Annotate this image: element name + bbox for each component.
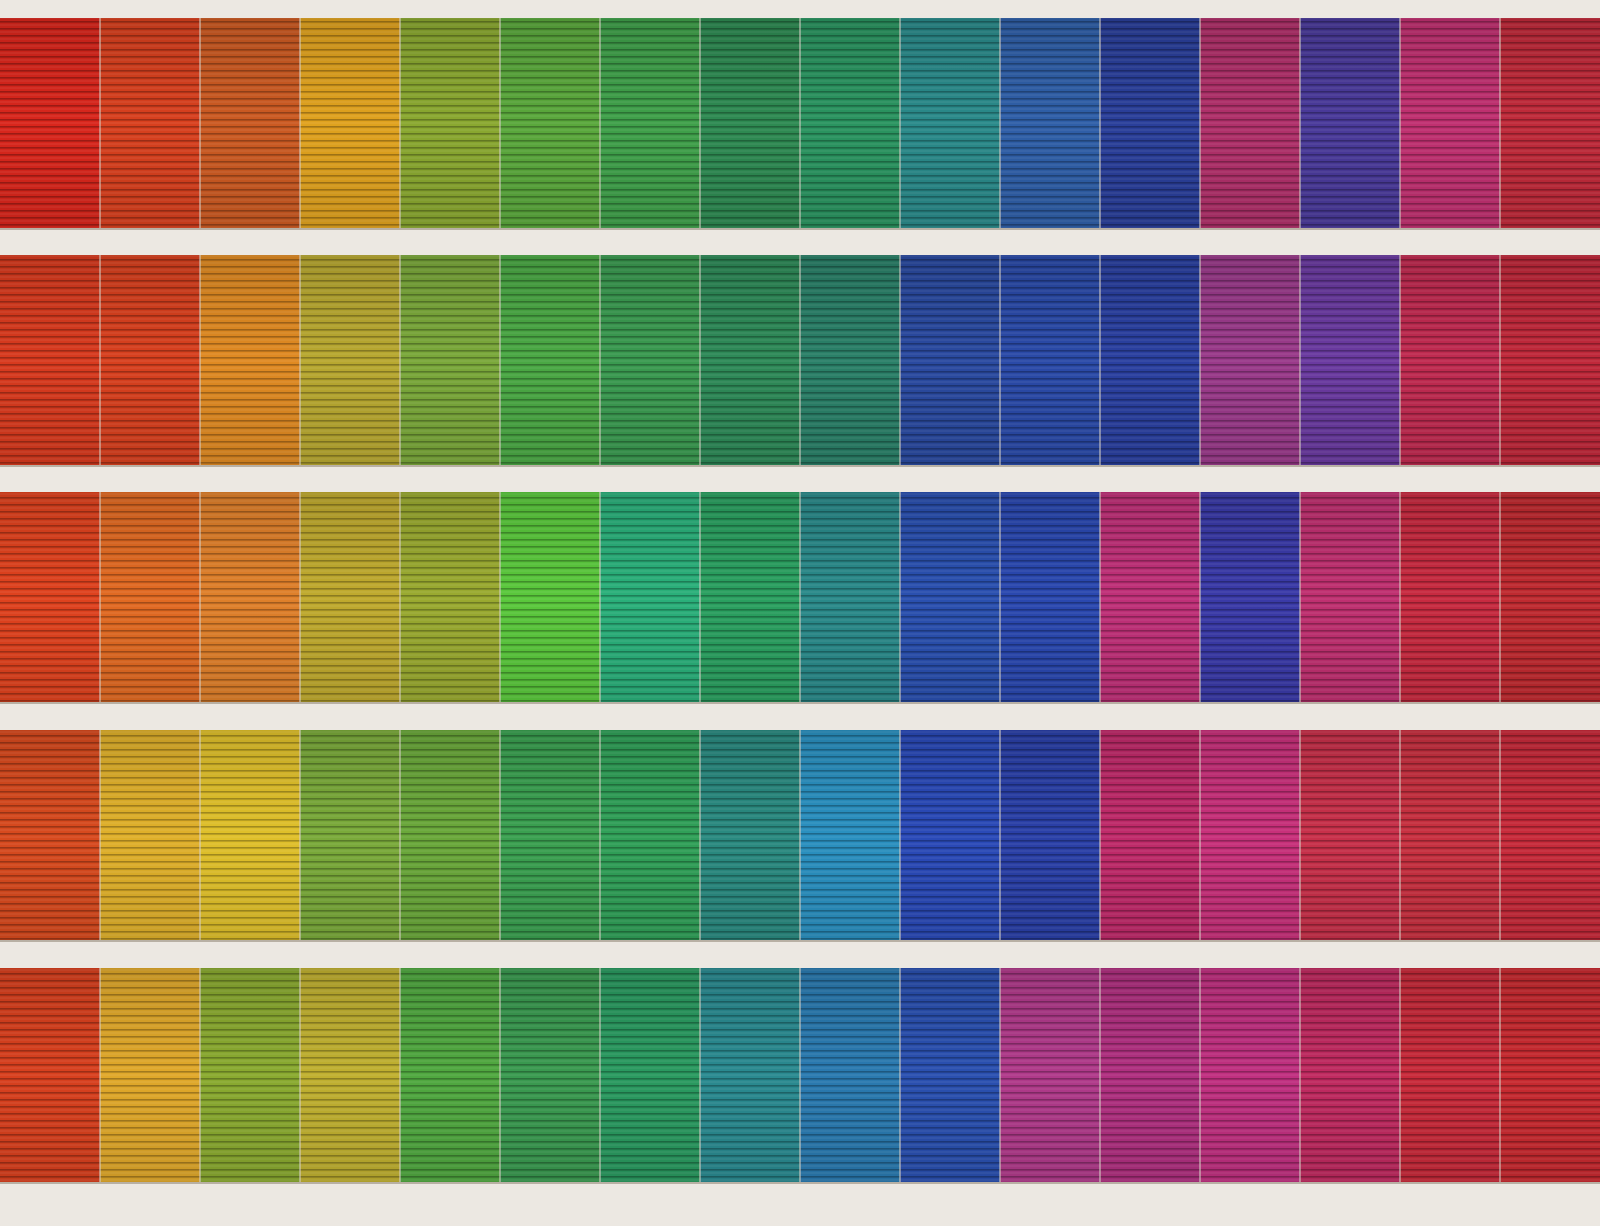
panel-row — [0, 492, 1600, 704]
blind-panels — [0, 18, 1600, 1184]
panel-row — [0, 255, 1600, 467]
panel-row — [0, 18, 1600, 230]
panel-row — [0, 730, 1600, 942]
panel-row — [0, 968, 1600, 1184]
